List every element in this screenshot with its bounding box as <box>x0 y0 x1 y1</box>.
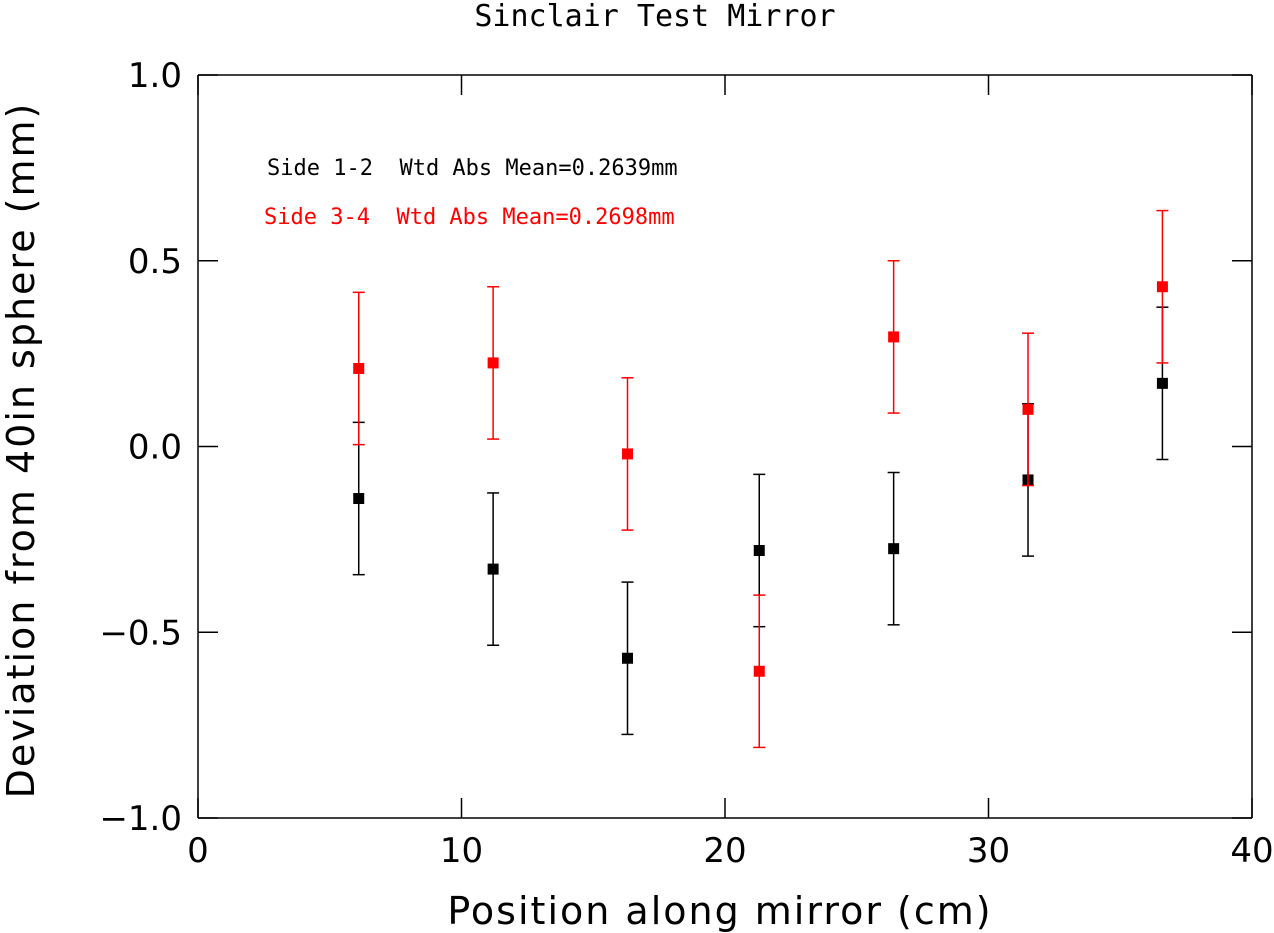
x-tick-label: 30 <box>967 831 1010 871</box>
data-point <box>353 362 365 374</box>
data-point <box>353 493 365 505</box>
data-point <box>487 563 499 575</box>
y-tick-label: −0.5 <box>99 613 182 653</box>
y-tick-label: 1.0 <box>128 56 182 96</box>
plot-frame <box>197 74 1253 819</box>
x-tick-label: 20 <box>703 831 746 871</box>
legend-entry-side-1-2: Side 1-2 Wtd Abs Mean=0.2639mm <box>267 156 678 181</box>
y-tick-label: 0.5 <box>128 242 182 282</box>
tick-labels: 0 10 20 30 40 −1.0 −0.5 0.0 0.5 1.0 <box>99 56 1273 871</box>
x-tick-label: 40 <box>1230 831 1273 871</box>
data-point <box>622 652 634 664</box>
legend-entry-side-3-4: Side 3-4 Wtd Abs Mean=0.2698mm <box>264 205 675 230</box>
data-point <box>1022 403 1034 415</box>
data-point <box>487 357 499 369</box>
data-point <box>888 331 900 343</box>
chart-title: Sinclair Test Mirror <box>474 0 835 34</box>
y-tick-label: 0.0 <box>128 428 182 468</box>
x-tick-label: 0 <box>187 831 209 871</box>
series-2 <box>352 209 1169 749</box>
axis-ticks <box>197 74 1253 819</box>
legend: Side 1-2 Wtd Abs Mean=0.2639mm Side 3-4 … <box>264 156 678 230</box>
y-axis-title: Deviation from 40in sphere (mm) <box>0 102 43 799</box>
data-point <box>622 448 634 460</box>
data-point <box>1156 281 1168 293</box>
x-axis-title: Position along mirror (cm) <box>447 889 992 933</box>
data-point <box>1156 377 1168 389</box>
x-tick-label: 10 <box>440 831 483 871</box>
data-point <box>753 545 765 557</box>
y-tick-label: −1.0 <box>99 799 182 839</box>
series-layer <box>352 209 1169 749</box>
data-point <box>888 543 900 555</box>
data-point <box>753 665 765 677</box>
